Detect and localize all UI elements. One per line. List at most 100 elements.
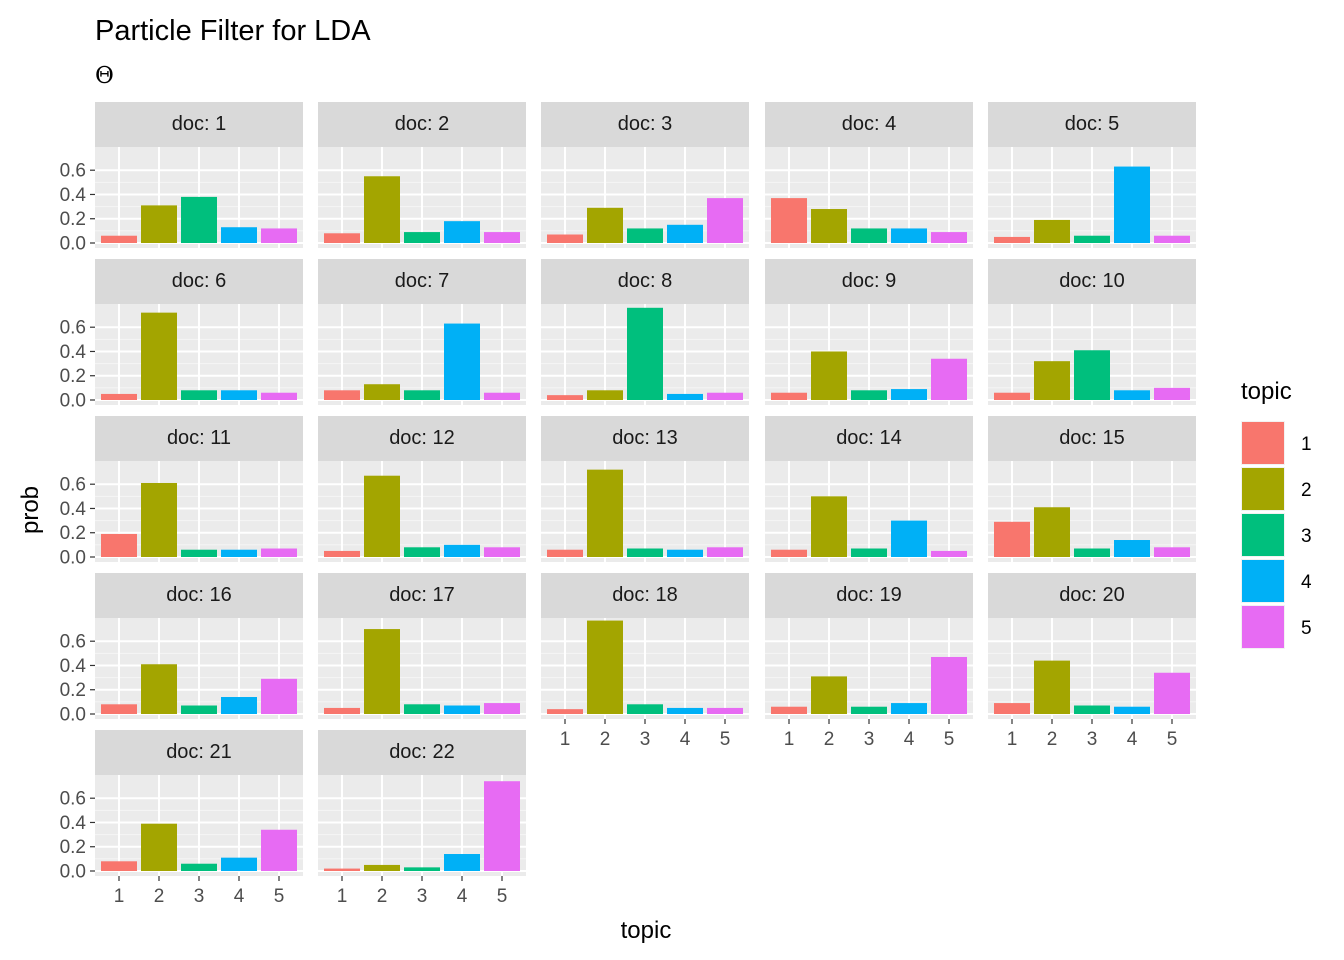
bar-doc-13-topic-4 — [667, 549, 703, 557]
y-tick-label: 0.2 — [60, 837, 86, 858]
bar-doc-15-topic-1 — [994, 521, 1030, 557]
facet-strip-label: doc: 16 — [166, 584, 232, 606]
bar-doc-4-topic-3 — [851, 228, 887, 243]
facet-strip — [95, 573, 303, 618]
legend-label-topic-2: 2 — [1301, 480, 1312, 501]
y-tick-label: 0.4 — [60, 499, 87, 520]
y-tick-label: 0.2 — [60, 680, 86, 701]
x-tick-label: 1 — [337, 886, 348, 907]
x-tick-label: 2 — [600, 729, 611, 750]
bar-doc-5-topic-3 — [1074, 235, 1110, 243]
bar-doc-15-topic-5 — [1154, 547, 1190, 557]
y-tick-label: 0.0 — [60, 391, 86, 412]
facet-strip-label: doc: 14 — [836, 427, 902, 449]
bar-doc-6-topic-1 — [101, 393, 137, 400]
bar-doc-1-topic-2 — [141, 205, 177, 243]
bar-doc-13-topic-2 — [587, 469, 623, 557]
legend-key-topic-3 — [1242, 514, 1284, 556]
bar-doc-22-topic-1 — [324, 868, 360, 871]
facet-strip — [318, 416, 526, 461]
bar-doc-4-topic-2 — [811, 209, 847, 243]
bar-doc-17-topic-1 — [324, 707, 360, 714]
bar-doc-1-topic-1 — [101, 235, 137, 243]
bar-doc-20-topic-2 — [1034, 660, 1070, 714]
bar-doc-18-topic-2 — [587, 620, 623, 714]
bar-doc-12-topic-2 — [364, 475, 400, 557]
facet-strip — [765, 416, 973, 461]
bar-doc-9-topic-2 — [811, 351, 847, 400]
y-tick-label: 0.4 — [60, 342, 87, 363]
bar-doc-21-topic-2 — [141, 823, 177, 871]
bar-doc-11-topic-2 — [141, 482, 177, 557]
bar-doc-8-topic-2 — [587, 390, 623, 400]
y-tick-label: 0.6 — [60, 632, 86, 653]
bar-doc-17-topic-5 — [484, 703, 520, 714]
x-tick-label: 5 — [720, 729, 731, 750]
bar-doc-2-topic-1 — [324, 233, 360, 243]
bar-doc-20-topic-4 — [1114, 706, 1150, 714]
bar-doc-12-topic-3 — [404, 547, 440, 557]
x-tick-label: 4 — [1127, 729, 1138, 750]
bar-doc-22-topic-3 — [404, 867, 440, 871]
facet-strip-label: doc: 15 — [1059, 427, 1125, 449]
bar-doc-2-topic-5 — [484, 232, 520, 243]
facet-strip-label: doc: 8 — [618, 270, 672, 292]
facet-doc-7: doc: 7 — [318, 259, 526, 405]
bar-doc-19-topic-3 — [851, 706, 887, 714]
facet-strip-label: doc: 9 — [842, 270, 896, 292]
facet-strip-label: doc: 1 — [172, 113, 226, 135]
x-tick-label: 3 — [417, 886, 428, 907]
facet-doc-19: doc: 19 1 2 3 4 5 — [765, 573, 973, 750]
bar-doc-7-topic-2 — [364, 384, 400, 400]
bar-doc-16-topic-1 — [101, 704, 137, 714]
bar-doc-9-topic-3 — [851, 390, 887, 400]
y-tick-label: 0.6 — [60, 789, 86, 810]
bar-doc-19-topic-1 — [771, 706, 807, 714]
bar-doc-20-topic-1 — [994, 703, 1030, 714]
facet-strip-label: doc: 7 — [395, 270, 449, 292]
bar-doc-14-topic-1 — [771, 549, 807, 557]
x-tick-label: 1 — [784, 729, 795, 750]
bar-doc-3-topic-2 — [587, 207, 623, 243]
facet-strip-label: doc: 20 — [1059, 584, 1125, 606]
legend-label-topic-3: 3 — [1301, 526, 1312, 547]
bar-doc-5-topic-4 — [1114, 166, 1150, 243]
bar-doc-12-topic-4 — [444, 544, 480, 557]
x-tick-label: 4 — [680, 729, 691, 750]
y-tick-label: 0.0 — [60, 862, 86, 883]
bar-doc-1-topic-4 — [221, 227, 257, 243]
bar-doc-8-topic-5 — [707, 392, 743, 400]
bar-doc-4-topic-4 — [891, 228, 927, 243]
y-axis-title: prob — [17, 486, 44, 534]
x-tick-label: 3 — [864, 729, 875, 750]
bar-doc-10-topic-3 — [1074, 350, 1110, 400]
facet-strip — [765, 102, 973, 147]
facet-strip-label: doc: 17 — [389, 584, 455, 606]
facet-strip — [541, 416, 749, 461]
bar-doc-6-topic-4 — [221, 390, 257, 400]
bar-doc-11-topic-5 — [261, 548, 297, 557]
x-tick-label: 2 — [377, 886, 388, 907]
bar-doc-8-topic-1 — [547, 395, 583, 400]
facet-strip — [318, 730, 526, 775]
x-tick-label: 4 — [234, 886, 245, 907]
bar-doc-21-topic-3 — [181, 863, 217, 871]
facet-doc-22: doc: 22 1 2 3 4 5 — [318, 730, 526, 907]
facet-strip-label: doc: 13 — [612, 427, 678, 449]
bar-doc-3-topic-4 — [667, 224, 703, 243]
bar-doc-21-topic-5 — [261, 829, 297, 871]
bar-doc-13-topic-1 — [547, 549, 583, 557]
bar-doc-19-topic-2 — [811, 676, 847, 714]
y-tick-label: 0.2 — [60, 366, 86, 387]
facet-strip-label: doc: 3 — [618, 113, 672, 135]
facet-doc-15: doc: 15 — [988, 416, 1196, 562]
bar-doc-8-topic-4 — [667, 393, 703, 400]
facet-strip-label: doc: 4 — [842, 113, 896, 135]
legend-key-topic-1 — [1242, 422, 1284, 464]
facet-strip — [765, 573, 973, 618]
bar-doc-15-topic-4 — [1114, 540, 1150, 557]
facet-doc-2: doc: 2 — [318, 102, 526, 248]
x-tick-label: 3 — [194, 886, 205, 907]
bar-doc-18-topic-1 — [547, 709, 583, 714]
y-tick-label: 0.6 — [60, 475, 86, 496]
